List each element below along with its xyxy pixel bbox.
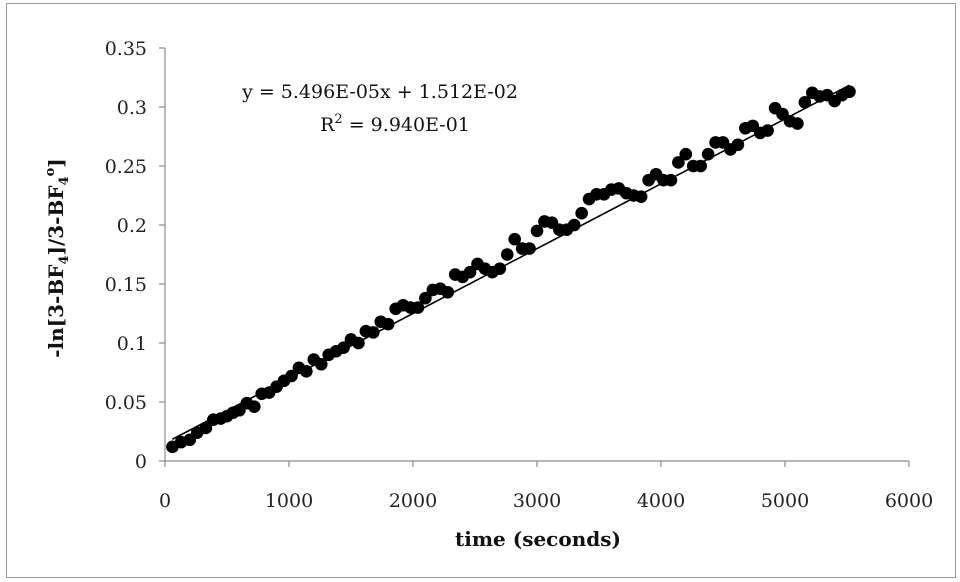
data-point — [367, 326, 380, 339]
x-tick-label: 1000 — [265, 490, 313, 512]
data-point — [441, 285, 455, 299]
x-axis-title: time (seconds) — [455, 527, 621, 551]
x-axis-ticks: 0 1000 2000 3000 4000 5000 6000 — [159, 461, 933, 512]
y-tick-label: 0.1 — [117, 333, 147, 355]
data-point — [314, 357, 328, 371]
y-tick-label: 0.05 — [105, 392, 147, 414]
y-tick-label: 0.3 — [117, 97, 147, 119]
data-point — [352, 336, 365, 350]
data-point — [731, 138, 745, 152]
y-tick-label: 0.2 — [117, 215, 147, 237]
y-tick-label: 0 — [135, 451, 147, 473]
data-point — [791, 117, 804, 130]
data-point — [381, 317, 395, 331]
data-point — [694, 159, 707, 173]
x-tick-label: 3000 — [513, 490, 561, 512]
y-tick-label: 0.15 — [105, 274, 147, 296]
x-tick-label: 0 — [159, 490, 171, 512]
data-point — [463, 265, 477, 279]
data-point — [567, 218, 581, 232]
y-tick-label: 0.35 — [105, 38, 147, 60]
data-point — [575, 206, 588, 220]
y-tick-label: 0.25 — [105, 156, 147, 178]
data-point — [761, 124, 774, 137]
data-point — [530, 224, 544, 238]
data-point — [701, 147, 715, 161]
data-point — [798, 95, 812, 109]
data-point — [672, 156, 685, 169]
x-tick-label: 5000 — [761, 490, 809, 512]
data-point — [337, 341, 350, 355]
data-point — [679, 147, 693, 161]
data-point — [523, 242, 536, 255]
data-point — [285, 369, 298, 383]
data-points — [166, 85, 856, 454]
x-tick-label: 4000 — [637, 490, 685, 512]
data-point — [199, 421, 213, 435]
data-point — [411, 301, 425, 314]
x-tick-label: 6000 — [885, 490, 933, 512]
data-point — [634, 190, 648, 203]
data-point — [493, 262, 507, 275]
y-axis-ticks: 0 0.05 0.1 0.15 0.2 0.25 0.3 0.35 — [105, 38, 165, 473]
data-point — [300, 365, 313, 378]
data-point — [508, 232, 521, 246]
scatter-chart: 0 0.05 0.1 0.15 0.2 0.25 0.3 0.35 0 1000 2000 3000… — [43, 38, 933, 551]
r-squared-label: R2 = 9.940E-01 — [320, 112, 470, 136]
data-point — [664, 173, 678, 187]
x-tick-label: 2000 — [389, 490, 437, 512]
y-axis-title: -ln[3-BF4]/3-BF4o] — [43, 158, 72, 358]
data-point — [843, 85, 856, 98]
trendline-equation: y = 5.496E-05x + 1.512E-02 — [241, 81, 518, 103]
data-point — [247, 400, 261, 414]
data-point — [500, 248, 514, 261]
data-point — [419, 291, 432, 305]
chart-frame: 0 0.05 0.1 0.15 0.2 0.25 0.3 0.35 0 1000 2000 3000… — [6, 3, 956, 578]
